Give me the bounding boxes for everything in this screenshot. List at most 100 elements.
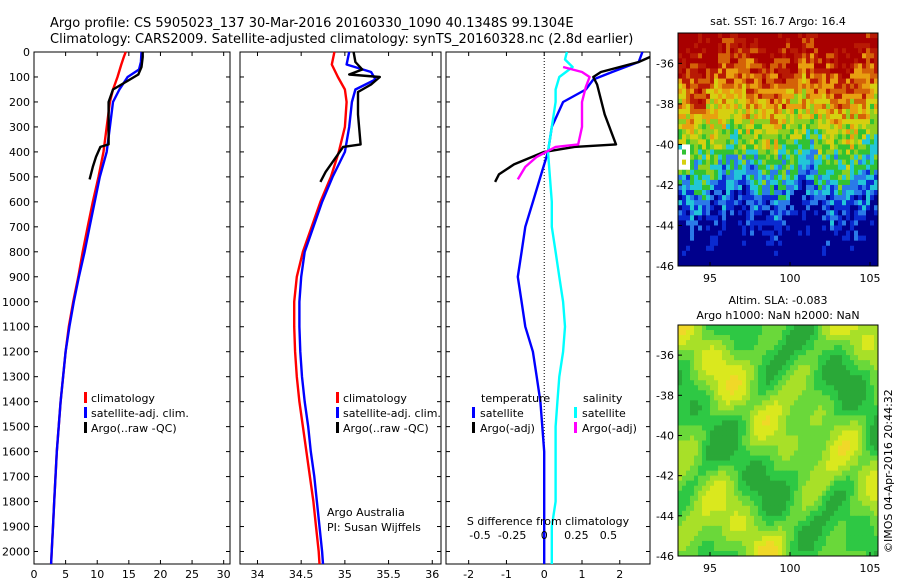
- map-cell: [854, 119, 859, 125]
- map-cell: [690, 103, 695, 110]
- map-cell: [718, 149, 723, 155]
- map-cell: [794, 205, 799, 211]
- map-cell: [854, 365, 859, 371]
- map-cell: [870, 103, 875, 110]
- map-cell: [782, 330, 787, 336]
- map-cell: [814, 480, 819, 487]
- map-cell: [698, 68, 703, 74]
- map-cell: [682, 530, 687, 537]
- map-cell: [834, 78, 839, 85]
- map-cell: [826, 205, 831, 211]
- legend-swatch: [336, 407, 339, 418]
- map-cell: [694, 225, 699, 231]
- map-cell: [866, 210, 871, 216]
- map-cell: [850, 154, 855, 161]
- map-cell: [790, 400, 795, 406]
- map-cell: [698, 460, 703, 467]
- map-cell: [870, 360, 875, 366]
- map-cell: [834, 220, 839, 226]
- map-cell: [826, 355, 831, 361]
- map-cell: [738, 340, 743, 346]
- map-cell: [874, 98, 879, 105]
- map-cell: [838, 420, 843, 426]
- map-cell: [722, 420, 727, 426]
- map-cell: [782, 169, 787, 176]
- map-cell: [782, 400, 787, 406]
- map-cell: [846, 38, 851, 44]
- map-cell: [846, 540, 851, 547]
- map-cell: [858, 159, 863, 166]
- map-cell: [770, 245, 775, 252]
- map-cell: [790, 174, 795, 181]
- map-cell: [730, 510, 735, 517]
- map-cell: [778, 350, 783, 356]
- map-cell: [734, 159, 739, 166]
- map-cell: [698, 114, 703, 120]
- map-cell: [786, 114, 791, 120]
- map-cell: [790, 455, 795, 461]
- map-cell: [678, 195, 683, 201]
- map-cell: [866, 420, 871, 426]
- map-cell: [730, 83, 735, 90]
- map-cell: [750, 103, 755, 110]
- map-cell: [702, 83, 707, 90]
- map-cell: [682, 525, 687, 532]
- map-cell: [750, 390, 755, 396]
- map-cell: [686, 335, 691, 341]
- map-cell: [706, 108, 711, 115]
- map-cell: [710, 190, 715, 196]
- map-cell: [746, 380, 751, 386]
- map-cell: [746, 195, 751, 201]
- map-cell: [726, 73, 731, 79]
- map-cell: [866, 93, 871, 100]
- map-cell: [854, 340, 859, 346]
- map-cell: [726, 190, 731, 196]
- map-cell: [746, 430, 751, 436]
- map-cell: [698, 455, 703, 461]
- map-cell: [850, 500, 855, 507]
- map-cell: [850, 68, 855, 74]
- map-cell: [762, 405, 767, 411]
- map-cell: [730, 385, 735, 391]
- map-cell: [738, 250, 743, 257]
- map-cell: [790, 154, 795, 161]
- map-cell: [850, 485, 855, 492]
- map-cell: [782, 179, 787, 186]
- map-cell: [750, 240, 755, 247]
- map-cell: [770, 53, 775, 59]
- map-cell: [854, 220, 859, 226]
- map-cell: [746, 58, 751, 64]
- map-cell: [830, 190, 835, 196]
- map-cell: [790, 365, 795, 371]
- map-cell: [686, 210, 691, 216]
- map-cell: [822, 515, 827, 522]
- map-cell: [870, 220, 875, 226]
- map-cell: [866, 144, 871, 150]
- map-cell: [846, 159, 851, 166]
- map-cell: [866, 220, 871, 226]
- map-cell: [790, 184, 795, 191]
- map-cell: [786, 149, 791, 155]
- map-cell: [774, 78, 779, 85]
- map-cell: [710, 149, 715, 155]
- map-cell: [778, 53, 783, 59]
- map-cell: [854, 144, 859, 150]
- map-cell: [770, 119, 775, 125]
- map-cell: [850, 124, 855, 130]
- map-cell: [822, 350, 827, 356]
- map-cell: [718, 200, 723, 206]
- map-cell: [762, 63, 767, 69]
- map-cell: [770, 73, 775, 79]
- map-cell: [698, 154, 703, 161]
- map-cell: [762, 103, 767, 110]
- map-cell: [702, 410, 707, 416]
- map-cell: [722, 405, 727, 411]
- map-cell: [842, 335, 847, 341]
- map-cell: [722, 53, 727, 59]
- map-cell: [838, 78, 843, 85]
- map-cell: [770, 159, 775, 166]
- map-cell: [702, 200, 707, 206]
- map-cell: [682, 450, 687, 456]
- map-cell: [706, 88, 711, 95]
- map-cell: [866, 435, 871, 441]
